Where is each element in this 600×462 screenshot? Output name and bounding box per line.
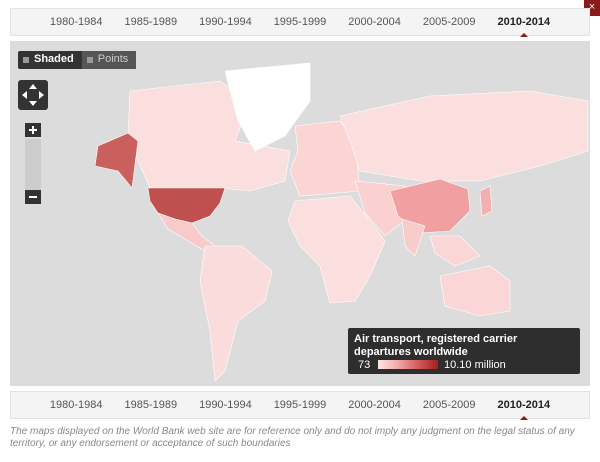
view-mode[interactable]: Points <box>81 51 137 69</box>
period-tab[interactable]: 2010-2014 <box>497 16 551 37</box>
usa[interactable] <box>147 187 226 224</box>
south-america[interactable] <box>199 245 273 382</box>
view-mode[interactable]: Shaded <box>18 51 82 69</box>
period-tab[interactable]: 2005-2009 <box>422 399 476 411</box>
africa[interactable] <box>287 195 386 304</box>
india[interactable] <box>401 218 426 257</box>
period-tab[interactable]: 1980-1984 <box>49 16 103 28</box>
legend-scale <box>378 360 438 369</box>
world-map <box>10 41 590 386</box>
disclaimer: The maps displayed on the World Bank web… <box>10 426 575 449</box>
period-tab[interactable]: 2010-2014 <box>497 399 551 420</box>
japan[interactable] <box>479 185 493 217</box>
legend-title: Air transport, registered carrier depart… <box>354 333 518 358</box>
period-tab[interactable]: 2005-2009 <box>422 16 476 28</box>
period-tab[interactable]: 2000-2004 <box>348 399 401 411</box>
pan-control[interactable] <box>18 80 48 110</box>
map-svg <box>94 62 589 382</box>
greenland[interactable] <box>224 62 311 152</box>
alaska[interactable] <box>94 132 139 189</box>
period-tab[interactable]: 1985-1989 <box>124 399 178 411</box>
period-tab[interactable]: 1990-1994 <box>199 399 252 411</box>
zoom-slider[interactable] <box>25 139 41 199</box>
china[interactable] <box>389 178 471 234</box>
period-tab[interactable]: 1985-1989 <box>124 16 178 28</box>
se-asia[interactable] <box>429 235 481 267</box>
zoom-controls <box>18 80 48 204</box>
australia[interactable] <box>439 265 511 317</box>
period-tab[interactable]: 1995-1999 <box>273 399 327 411</box>
legend-min: 73 <box>358 359 371 371</box>
legend: Air transport, registered carrier depart… <box>348 328 580 374</box>
legend-max: 10.10 million <box>444 359 506 371</box>
period-tabs-bottom: 1980-1984 1985-1989 1990-1994 1995-1999 … <box>10 391 590 420</box>
period-tabs-top: 1980-1984 1985-1989 1990-1994 1995-1999 … <box>10 8 590 37</box>
period-tab[interactable]: 1995-1999 <box>273 16 327 28</box>
europe[interactable] <box>289 120 361 197</box>
period-tab[interactable]: 1990-1994 <box>199 16 252 28</box>
russia[interactable] <box>339 90 589 182</box>
view-toggle: Shaded Points <box>18 51 137 69</box>
period-tab[interactable]: 1980-1984 <box>49 399 103 411</box>
period-tab[interactable]: 2000-2004 <box>348 16 401 28</box>
